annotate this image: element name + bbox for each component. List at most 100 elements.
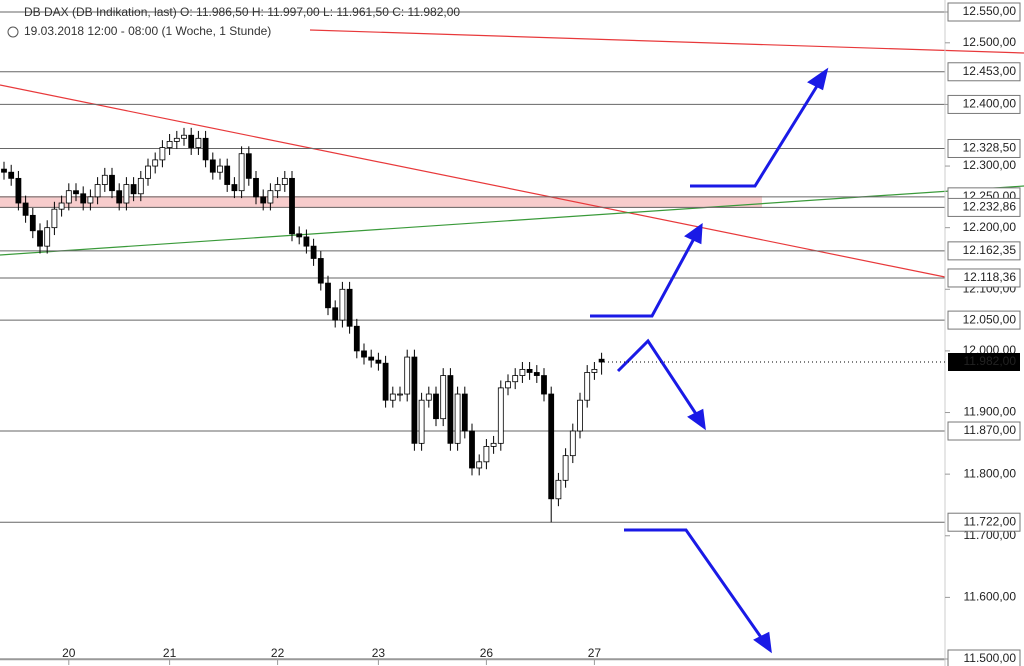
arrow-head — [684, 222, 703, 245]
level-label-box — [947, 512, 1021, 532]
resistance-zone — [0, 196, 762, 208]
scenario-arrows — [590, 67, 829, 654]
candle-body — [253, 177, 259, 198]
level-label-box — [947, 138, 1021, 158]
candle-body — [231, 184, 238, 192]
trend-line — [0, 84, 946, 278]
level-label-box — [947, 268, 1021, 288]
level-label-box — [947, 2, 1021, 22]
level-label-box — [947, 94, 1021, 114]
level-label: 12.118,36 — [964, 270, 1017, 284]
level-label: 12.232,86 — [963, 200, 1017, 214]
candle-body — [267, 190, 274, 204]
candle-body — [411, 356, 418, 444]
level-label: 12.550,00 — [963, 4, 1017, 18]
arrow — [616, 338, 702, 421]
candle-body — [87, 196, 94, 204]
arrow — [590, 232, 699, 318]
candle-body — [73, 190, 79, 195]
candle-body — [389, 393, 396, 401]
candle-body — [512, 375, 519, 383]
candle-body — [152, 159, 159, 167]
candle-body — [591, 368, 598, 373]
candle-body — [94, 184, 101, 198]
candle-body — [159, 147, 166, 161]
candle-body — [375, 359, 382, 364]
candle-body — [101, 174, 108, 185]
candle-body — [533, 372, 540, 376]
candle-body — [346, 288, 353, 327]
candle-body — [317, 258, 324, 284]
level-label-box — [947, 241, 1021, 261]
x-tick-label: 26 — [480, 646, 494, 660]
candle-body — [289, 177, 295, 235]
candle-body — [15, 177, 22, 204]
trend-line — [0, 185, 1024, 256]
candle-body — [51, 208, 58, 229]
candle-body — [584, 372, 591, 401]
candle-body — [325, 282, 331, 309]
candle-body — [137, 177, 144, 195]
candle-body — [418, 399, 425, 444]
candle-body — [541, 375, 547, 395]
y-tick-label: 11.800,00 — [964, 466, 1017, 480]
level-label: 12.328,50 — [963, 141, 1017, 155]
candle-body — [238, 153, 245, 192]
candle-body — [274, 184, 281, 192]
candle-body — [65, 190, 72, 204]
level-label-box — [947, 310, 1021, 330]
candle-body — [447, 375, 454, 444]
current-price-box — [948, 352, 1020, 371]
candle-body — [332, 307, 339, 321]
level-label-box — [947, 62, 1021, 82]
candle-body — [1, 168, 7, 173]
candle-body — [555, 479, 562, 500]
candle-body — [145, 165, 151, 179]
y-tick-label: 11.900,00 — [964, 405, 1017, 419]
candle-body — [598, 358, 605, 363]
trend-line — [309, 29, 1024, 54]
candle-body — [281, 177, 288, 185]
candle-body — [245, 153, 252, 179]
candle-body — [404, 356, 411, 395]
candle-body — [195, 137, 202, 148]
candle-body — [425, 393, 432, 401]
candle-body — [173, 137, 180, 142]
candle-body — [37, 230, 43, 247]
candle-body — [397, 393, 403, 396]
x-tick-label: 23 — [372, 646, 386, 660]
arrow-head — [687, 408, 706, 431]
clock-icon — [7, 26, 19, 38]
candle-body — [209, 159, 216, 173]
candle-body — [296, 233, 303, 238]
candle-body — [440, 375, 447, 420]
candle-body — [505, 381, 511, 389]
candle-body — [569, 430, 576, 457]
candle-body — [29, 214, 36, 232]
candle-body — [476, 461, 483, 469]
candle-body — [8, 171, 15, 179]
level-label-box — [947, 649, 1021, 666]
candle-body — [202, 137, 209, 161]
x-tick-label: 21 — [163, 646, 177, 660]
header-subtitle: 19.03.2018 12:00 - 08:00 (1 Woche, 1 Stu… — [24, 24, 271, 38]
x-tick-label: 20 — [62, 646, 76, 660]
candle-body — [361, 350, 367, 358]
candle-body — [433, 393, 439, 420]
arrow-head — [753, 631, 772, 654]
candle-body — [22, 202, 29, 216]
candle-body — [490, 442, 497, 447]
level-label: 12.050,00 — [963, 312, 1017, 326]
level-label: 11.500,00 — [964, 651, 1017, 665]
candle-body — [339, 288, 346, 321]
candle-body — [80, 193, 87, 204]
y-tick-label: 12.200,00 — [963, 220, 1017, 234]
candle-body — [562, 455, 569, 481]
x-tick-label: 22 — [271, 646, 285, 660]
level-label: 11.722,00 — [964, 514, 1017, 528]
level-label: 12.162,35 — [963, 243, 1017, 257]
candle-body — [353, 325, 360, 352]
candle-body — [483, 446, 490, 463]
candle-body — [526, 368, 533, 373]
